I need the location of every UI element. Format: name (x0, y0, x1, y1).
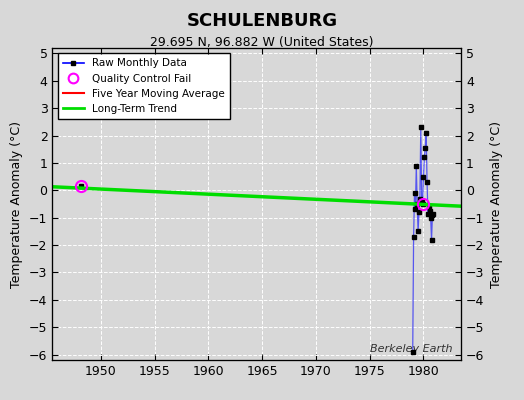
Text: SCHULENBURG: SCHULENBURG (187, 12, 337, 30)
Legend: Raw Monthly Data, Quality Control Fail, Five Year Moving Average, Long-Term Tren: Raw Monthly Data, Quality Control Fail, … (58, 53, 230, 119)
Y-axis label: Temperature Anomaly (°C): Temperature Anomaly (°C) (10, 120, 24, 288)
Text: 29.695 N, 96.882 W (United States): 29.695 N, 96.882 W (United States) (150, 36, 374, 49)
Text: Berkeley Earth: Berkeley Earth (370, 344, 453, 354)
Y-axis label: Temperature Anomaly (°C): Temperature Anomaly (°C) (490, 120, 503, 288)
